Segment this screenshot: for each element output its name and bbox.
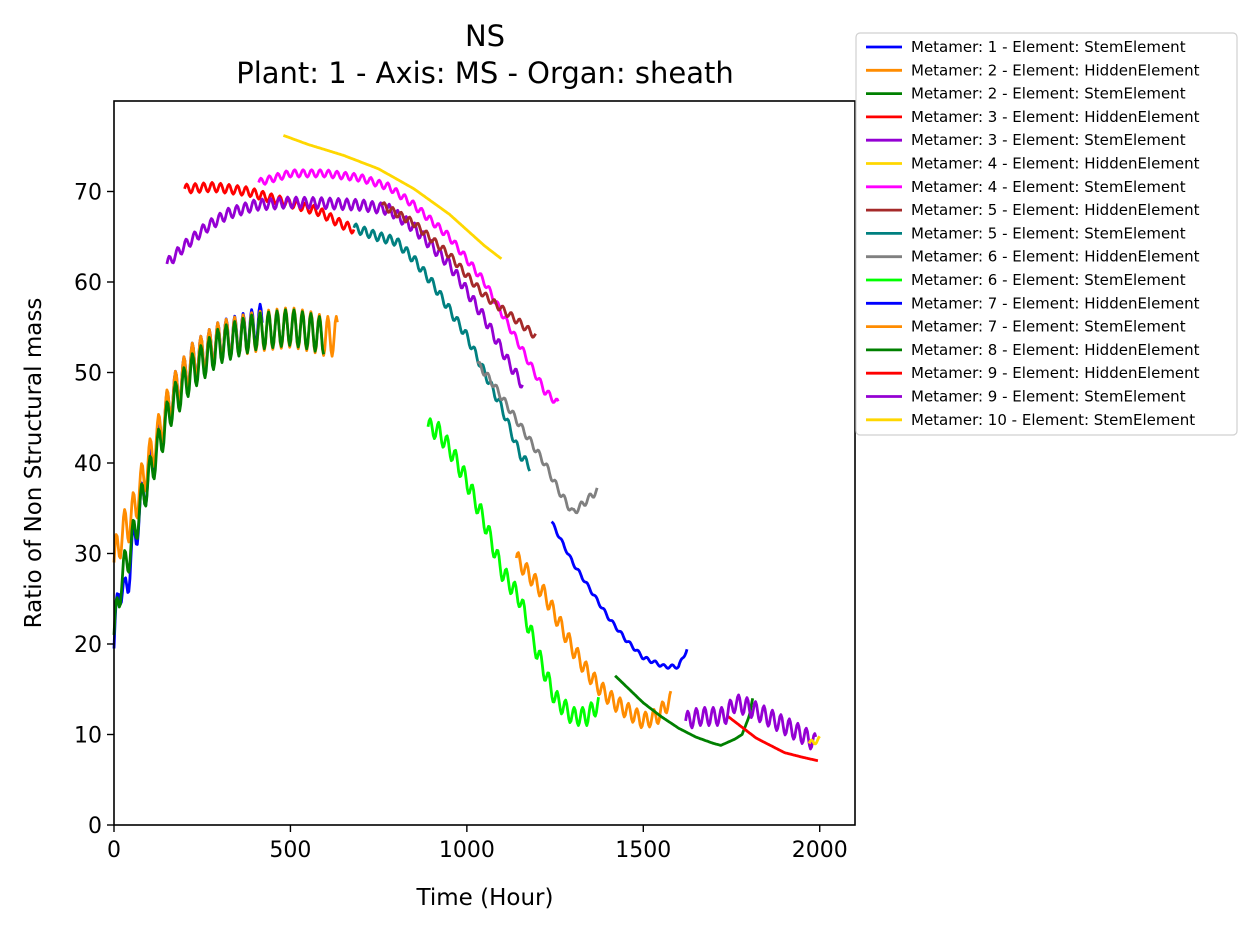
x-tick-label: 0 [107, 838, 121, 863]
legend-label: Metamer: 6 - Element: HiddenElement [911, 248, 1200, 266]
legend-label: Metamer: 2 - Element: HiddenElement [911, 61, 1200, 79]
y-tick-label: 70 [74, 181, 102, 206]
series-line-10 [476, 360, 599, 515]
x-tick-label: 2000 [792, 838, 848, 863]
legend-label: Metamer: 10 - Element: StemElement [911, 411, 1195, 429]
series-line-8 [380, 201, 537, 339]
series-line-14 [614, 674, 755, 747]
series-line-11 [426, 417, 600, 727]
y-tick-label: 60 [74, 271, 102, 296]
x-axis-label: Time (Hour) [416, 885, 554, 911]
y-tick-label: 0 [88, 814, 102, 839]
series-line-5 [165, 195, 524, 389]
legend-label: Metamer: 1 - Element: StemElement [911, 38, 1186, 56]
legend-label: Metamer: 4 - Element: HiddenElement [911, 155, 1200, 173]
plot-frame [113, 100, 856, 826]
series-line-9 [352, 222, 531, 472]
legend-label: Metamer: 2 - Element: StemElement [911, 85, 1186, 103]
x-tick-label: 1500 [615, 838, 671, 863]
series-line-2 [112, 306, 339, 563]
legend-label: Metamer: 3 - Element: HiddenElement [911, 108, 1200, 126]
chart-subtitle: Plant: 1 - Axis: MS - Organ: sheath [236, 56, 734, 90]
y-axis-label: Ratio of Non Structural mass [21, 298, 47, 629]
legend: Metamer: 1 - Element: StemElement Metamer… [855, 32, 1238, 436]
series-line-17 [807, 735, 821, 746]
y-tick-label: 10 [74, 724, 102, 749]
x-tick-label: 1000 [439, 838, 495, 863]
legend-label: Metamer: 5 - Element: HiddenElement [911, 201, 1200, 219]
x-tick-label: 500 [269, 838, 311, 863]
legend-label: Metamer: 7 - Element: StemElement [911, 318, 1186, 336]
legend-label: Metamer: 3 - Element: StemElement [911, 131, 1186, 149]
series-line-7 [257, 168, 560, 404]
legend-label: Metamer: 8 - Element: HiddenElement [911, 341, 1200, 359]
series-line-15 [727, 715, 819, 763]
legend-label: Metamer: 5 - Element: StemElement [911, 224, 1186, 242]
series-line-3 [112, 308, 325, 636]
y-tick-label: 30 [74, 543, 102, 568]
legend-label: Metamer: 4 - Element: StemElement [911, 178, 1186, 196]
x-axis: 0 500 1000 1500 2000 [107, 825, 848, 863]
y-tick-label: 20 [74, 633, 102, 658]
y-axis: 0 10 20 30 40 50 60 70 [74, 181, 114, 839]
chart-title: NS [465, 19, 505, 53]
series-line-13 [514, 551, 673, 730]
legend-label: Metamer: 6 - Element: StemElement [911, 271, 1186, 289]
series-line-6 [282, 134, 503, 260]
legend-label: Metamer: 9 - Element: StemElement [911, 388, 1186, 406]
series-line-16 [684, 693, 818, 751]
series-line-4 [183, 181, 356, 235]
plot-area [112, 134, 821, 763]
legend-box [855, 32, 1238, 436]
legend-label: Metamer: 7 - Element: HiddenElement [911, 294, 1200, 312]
series-line-12 [550, 520, 689, 670]
y-tick-label: 50 [74, 362, 102, 387]
y-tick-label: 40 [74, 452, 102, 477]
legend-label: Metamer: 9 - Element: HiddenElement [911, 364, 1200, 382]
